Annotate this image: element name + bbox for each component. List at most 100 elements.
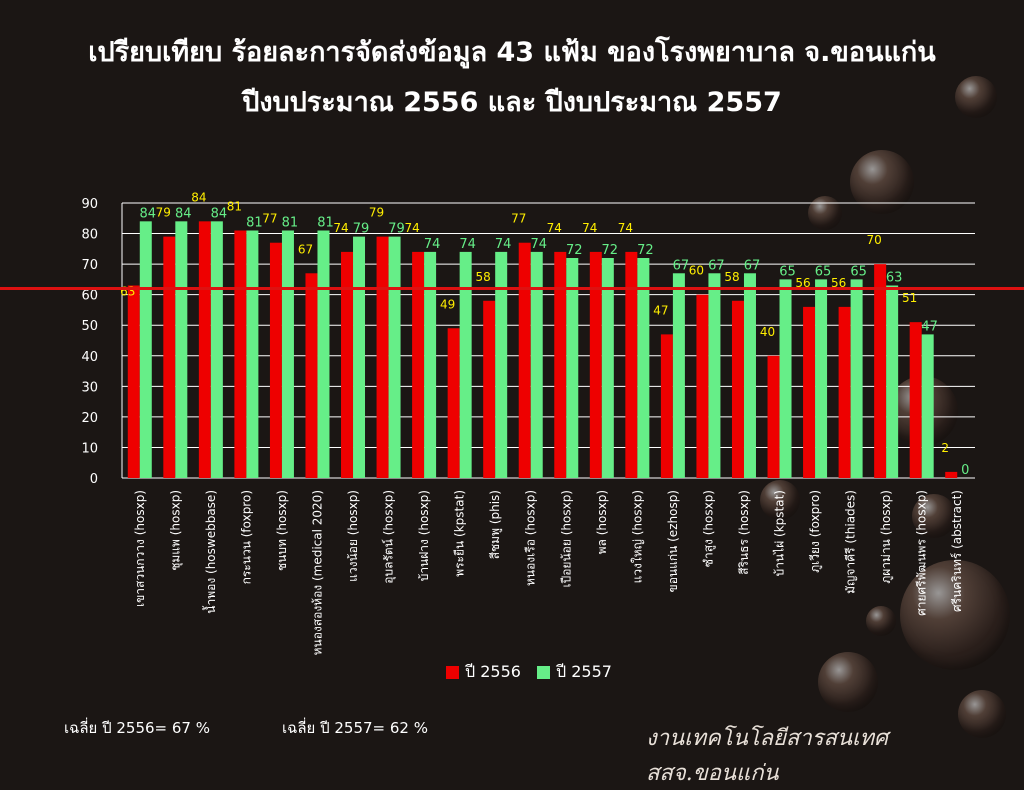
bar-2556 [305, 273, 318, 478]
average-2556: เฉลี่ย ปี 2556= 67 % [64, 719, 211, 737]
data-label-2556: 74 [404, 221, 419, 235]
bubble-decoration [818, 652, 878, 712]
bar-2557 [850, 279, 863, 478]
title-line-2: ปีงบประมาณ 2556 และ ปีงบประมาณ 2557 [242, 87, 782, 118]
x-tick-label: เปือยน้อย (hosxp) [559, 490, 573, 588]
legend-item-2557: ปี 2557 [536, 660, 612, 685]
bar-2556 [803, 306, 816, 478]
bar-2557 [566, 258, 579, 478]
bar-2557 [530, 251, 543, 478]
data-label-2557: 63 [886, 271, 903, 286]
x-tick-label: ภูผาม่าน (hosxp) [879, 490, 894, 584]
bar-2557 [886, 285, 899, 478]
data-label-2556: 58 [476, 270, 491, 284]
data-label-2556: 67 [298, 242, 313, 256]
title-line-1: เปรียบเทียบ ร้อยละการจัดส่งข้อมูล 43 แฟ้… [88, 37, 936, 68]
data-label-2556: 51 [902, 291, 917, 305]
bar-2557 [210, 221, 223, 479]
y-tick-label: 70 [81, 258, 98, 273]
bar-2557 [459, 251, 472, 478]
bar-2556 [731, 300, 744, 478]
x-tick-label: บ้านฝาง (hosxp) [417, 490, 431, 581]
data-label-2556: 74 [333, 221, 348, 235]
data-label-2556: 2 [941, 441, 949, 455]
bar-2557 [708, 273, 721, 478]
data-label-2557: 65 [779, 264, 796, 279]
x-tick-label: หนองเรือ (hosxp) [524, 490, 538, 586]
data-label-2556: 81 [227, 200, 242, 214]
bar-2557 [495, 251, 508, 478]
data-label-2557: 84 [211, 206, 228, 221]
bubble-decoration [958, 690, 1006, 738]
x-tick-label: แวงน้อย (hosxp) [346, 490, 360, 582]
x-tick-label: มัญจาคีรี (thiades) [844, 490, 858, 594]
bubble-decoration [955, 76, 997, 118]
legend-swatch-2556 [446, 666, 459, 679]
bubble-decoration [866, 606, 896, 636]
data-label-2556: 74 [547, 221, 562, 235]
bubble-decoration [900, 560, 1010, 670]
data-label-2556: 79 [369, 206, 384, 220]
data-label-2557: 74 [459, 237, 476, 252]
data-label-2556: 60 [689, 264, 704, 278]
x-tick-label: น้ำพอง (hoswebbase) [202, 490, 218, 614]
data-label-2556: 49 [440, 297, 455, 311]
data-label-2557: 81 [282, 216, 299, 231]
data-label-2556: 56 [795, 276, 810, 290]
bar-2556 [341, 251, 354, 478]
bar-2556 [483, 300, 496, 478]
x-tick-label: พระยืน (kpstat) [453, 490, 467, 577]
y-tick-label: 40 [81, 350, 98, 365]
x-tick-label: แวงใหญ่ (hosxp) [630, 490, 644, 583]
legend: ปี 2556 ปี 2557 [446, 660, 612, 685]
bar-2556 [945, 471, 958, 478]
x-tick-label: กระนวน (foxpro) [239, 490, 253, 584]
bar-2557 [815, 279, 828, 478]
bar-2556 [234, 230, 247, 478]
y-tick-label: 80 [81, 228, 98, 243]
chart-title: เปรียบเทียบ ร้อยละการจัดส่งข้อมูล 43 แฟ้… [0, 28, 1024, 128]
data-label-2557: 47 [921, 319, 938, 334]
bar-2556 [696, 294, 709, 478]
x-tick-label: อุบลรัตน์ (hosxp) [382, 490, 397, 584]
data-label-2557: 65 [815, 264, 832, 279]
bar-2557 [317, 230, 330, 478]
x-tick-label: ศายศรีพัฒนพร (hosxp) [915, 490, 929, 616]
y-tick-label: 10 [81, 441, 98, 456]
bar-2556 [447, 328, 460, 478]
bar-2556 [909, 322, 922, 478]
data-label-2556: 74 [618, 221, 633, 235]
y-tick-label: 90 [81, 197, 98, 212]
data-label-2557: 72 [566, 243, 583, 258]
data-label-2557: 79 [353, 222, 370, 237]
data-label-2556: 47 [653, 303, 668, 317]
x-tick-label: ขอนแก่น (ezhosp) [666, 490, 680, 593]
bubble-decoration [808, 196, 842, 230]
data-label-2557: 74 [530, 237, 547, 252]
data-label-2557: 67 [744, 258, 761, 273]
data-label-2556: 58 [724, 270, 739, 284]
data-label-2557: 84 [175, 206, 192, 221]
legend-label-2556: ปี 2556 [465, 662, 521, 681]
data-label-2557: 67 [708, 258, 725, 273]
data-label-2557: 79 [388, 222, 405, 237]
data-label-2557: 81 [317, 216, 334, 231]
y-tick-label: 20 [81, 411, 98, 426]
bar-2556 [874, 264, 887, 478]
x-tick-label: พล (hosxp) [595, 490, 609, 554]
bar-2557 [779, 279, 792, 478]
data-label-2557: 74 [424, 237, 441, 252]
bar-2557 [637, 258, 650, 478]
y-tick-label: 60 [81, 289, 98, 304]
bar-2556 [376, 236, 389, 478]
data-label-2556: 63 [120, 285, 135, 299]
data-label-2556: 79 [156, 206, 171, 220]
data-label-2556: 40 [760, 325, 775, 339]
y-tick-label: 50 [81, 319, 98, 334]
x-tick-label: ชนบท (hosxp) [275, 490, 289, 571]
bar-2556 [127, 285, 140, 478]
data-label-2556: 77 [262, 212, 277, 226]
legend-item-2556: ปี 2556 [446, 660, 521, 685]
bar-2556 [838, 306, 851, 478]
